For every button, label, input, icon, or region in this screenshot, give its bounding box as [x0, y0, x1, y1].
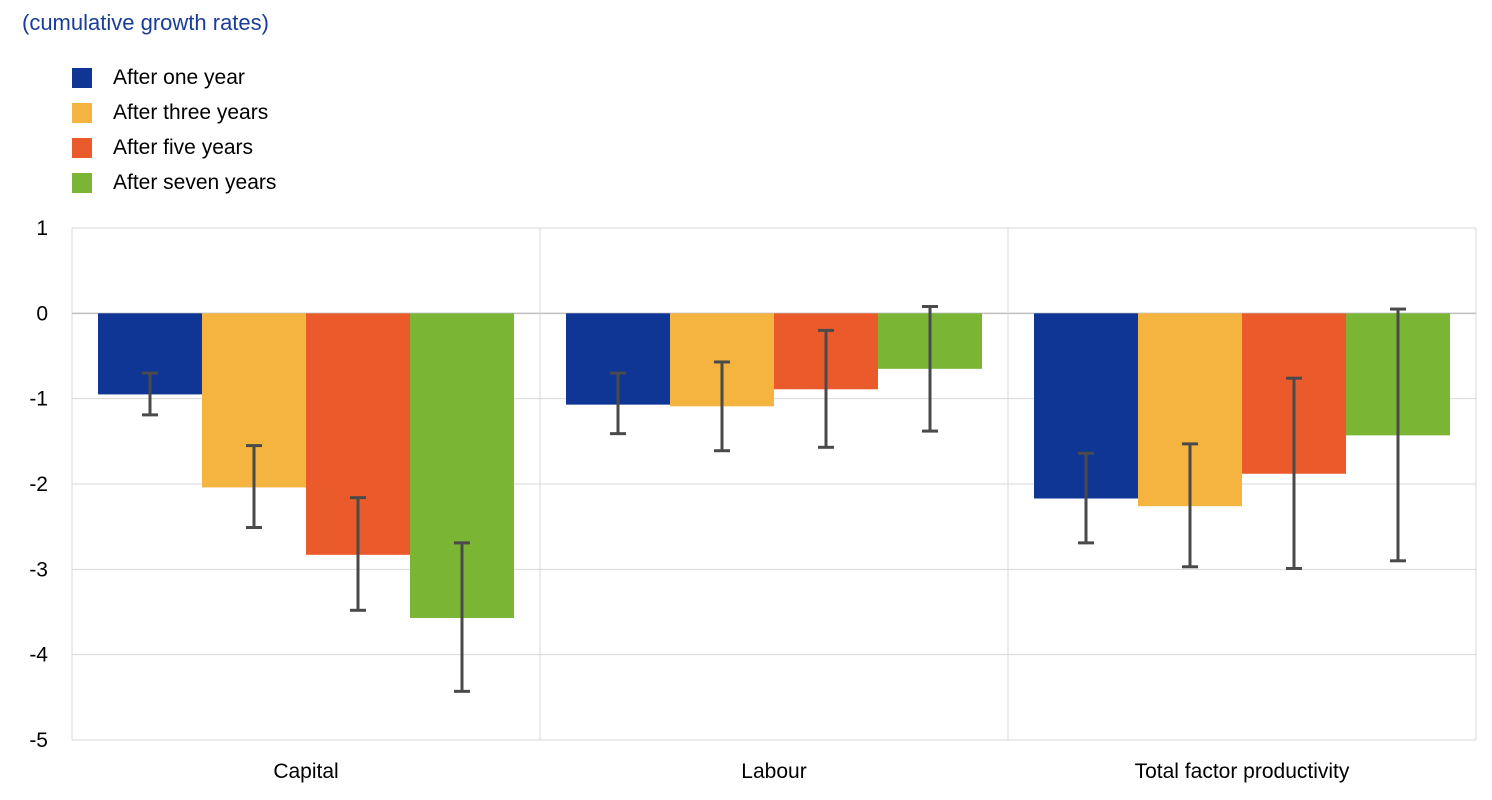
legend-swatch	[72, 67, 92, 88]
legend-swatch	[72, 137, 92, 158]
y-tick-label: -5	[29, 729, 48, 752]
x-category-label: Total factor productivity	[1135, 760, 1350, 783]
y-tick-label: -3	[29, 558, 48, 581]
y-tick-label: -2	[29, 473, 48, 496]
legend-label: After one year	[113, 65, 245, 89]
x-category-label: Labour	[741, 760, 806, 783]
x-category-label: Capital	[273, 760, 338, 783]
legend-label: After five years	[113, 135, 254, 159]
y-tick-label: -1	[29, 388, 48, 411]
legend-label: After seven years	[113, 170, 277, 194]
legend-label: After three years	[113, 100, 269, 124]
legend-swatch	[72, 172, 92, 193]
legend-item: After five years	[72, 130, 276, 165]
legend: After one year After three years After f…	[72, 60, 276, 200]
legend-item: After seven years	[72, 165, 276, 200]
y-tick-label: 0	[36, 302, 48, 325]
chart-subtitle: (cumulative growth rates)	[22, 10, 269, 35]
legend-item: After one year	[72, 60, 276, 95]
legend-swatch	[72, 102, 92, 123]
legend-item: After three years	[72, 95, 276, 130]
y-tick-label: 1	[36, 217, 48, 240]
y-tick-label: -4	[29, 644, 48, 667]
